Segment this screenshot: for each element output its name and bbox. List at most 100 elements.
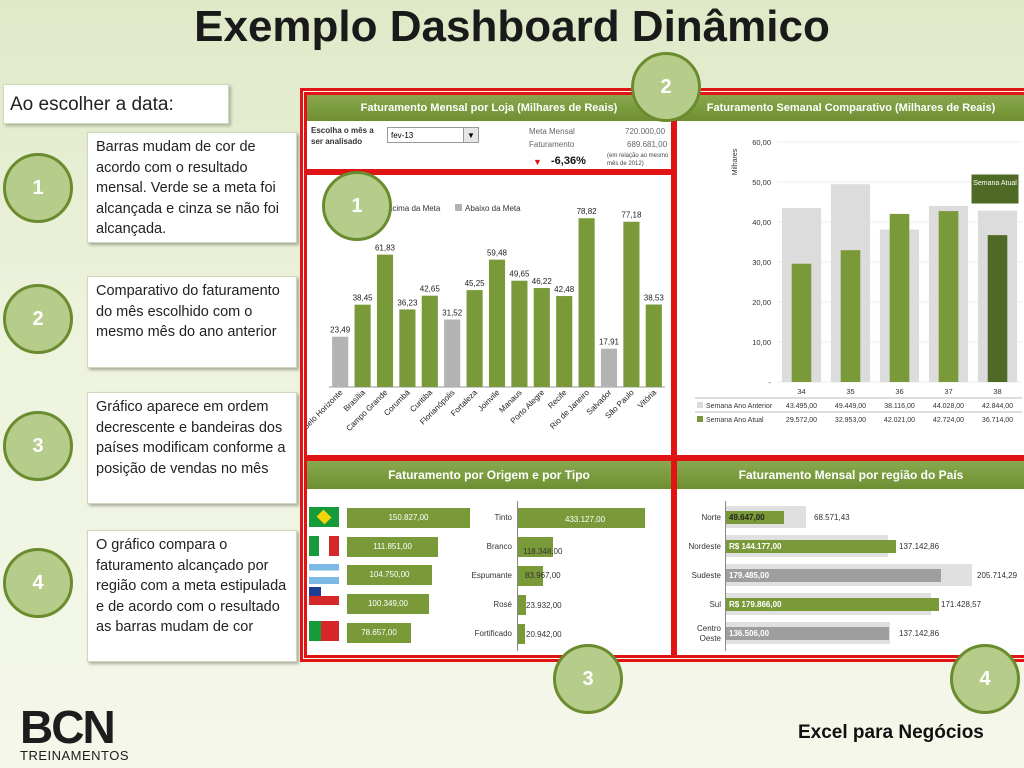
regiao-axis <box>725 501 726 651</box>
loja-bar <box>578 218 595 387</box>
loja-bar-label: 78,82 <box>577 207 598 216</box>
origem-bar-4: 100.349,00 <box>347 594 429 614</box>
loja-bar-label: 77,18 <box>621 211 642 220</box>
tipo-label-2: Branco <box>486 542 512 551</box>
semanal-ytick: - <box>769 378 772 387</box>
tipo-bar-4 <box>518 595 526 615</box>
loja-category-label: Belo Horizonte <box>307 388 345 432</box>
tipo-axis <box>517 501 518 651</box>
origem-bar-2: 111.851,00 <box>347 537 438 557</box>
loja-header: Faturamento Mensal por Loja (Milhares de… <box>307 95 671 121</box>
flag-brazil-icon <box>309 507 339 527</box>
regiao-value-2: R$ 144.177,00 <box>729 542 782 551</box>
semanal-category-label: 38 <box>993 387 1001 396</box>
semanal-row1-value: 42.844,00 <box>982 403 1013 410</box>
semanal-row1-value: 44.028,00 <box>933 403 964 410</box>
regiao-value-1: 49.647,00 <box>729 513 765 522</box>
origem-bar-3: 104.750,00 <box>347 565 432 585</box>
semanal-curr-bar <box>938 211 959 382</box>
loja-bar <box>332 336 349 387</box>
regiao-panel: Faturamento Mensal por região do País No… <box>674 458 1024 658</box>
loja-bar <box>399 309 416 387</box>
badge-2: 2 <box>3 284 73 354</box>
bcn-logo-sub: TREINAMENTOS <box>20 748 130 763</box>
loja-bar <box>600 348 618 387</box>
regiao-value-4: R$ 179.866,00 <box>729 600 782 609</box>
loja-bar-label: 36,23 <box>397 298 418 307</box>
down-triangle-icon: ▼ <box>533 157 542 167</box>
legend-below-label: Abaixo da Meta <box>465 204 521 213</box>
marker-3: 3 <box>553 644 623 714</box>
loja-bar <box>444 319 461 387</box>
semanal-ytick: 10,00 <box>752 338 771 347</box>
loja-bar-label: 38,53 <box>644 294 665 303</box>
loja-bar <box>488 259 506 387</box>
marker-4: 4 <box>950 644 1020 714</box>
loja-bar <box>533 288 550 387</box>
regiao-value-5: 136.506,00 <box>729 629 770 638</box>
semanal-ytick: 20,00 <box>752 298 771 307</box>
loja-bar-label: 42,65 <box>420 285 441 294</box>
loja-bar <box>645 304 662 387</box>
semanal-row2-value: 42.724,00 <box>933 417 964 424</box>
loja-bar-label: 59,48 <box>487 249 508 258</box>
meta-label: Meta Mensal <box>529 127 575 136</box>
note-1: Barras mudam de cor de acordo com o resu… <box>87 132 297 243</box>
regiao-bar-3 <box>726 569 941 582</box>
semanal-row1-value: 43.495,00 <box>786 403 817 410</box>
semanal-ytick: 30,00 <box>752 258 771 267</box>
regiao-label-1: Norte <box>701 513 721 522</box>
regiao-meta-5: 137.142,86 <box>899 629 940 638</box>
tipo-value-3: 83.967,00 <box>525 571 561 580</box>
badge-1: 1 <box>3 153 73 223</box>
month-select-value: fev-13 <box>391 131 414 140</box>
tipo-value-1: 433.127,00 <box>565 515 606 524</box>
loja-bar-label: 17,91 <box>599 338 620 347</box>
loja-bar-label: 31,52 <box>442 309 463 318</box>
loja-bar-label: 23,49 <box>330 326 351 335</box>
marker-2: 2 <box>631 52 701 122</box>
loja-bar-label: 38,45 <box>353 294 374 303</box>
loja-bar <box>376 254 394 387</box>
tipo-bar-2 <box>518 537 553 557</box>
semanal-category-label: 36 <box>895 387 903 396</box>
loja-bar-label: 46,22 <box>532 277 553 286</box>
loja-bar-label: 49,65 <box>509 270 530 279</box>
regiao-bar-1 <box>726 511 784 524</box>
semanal-row2-value: 32.953,00 <box>835 417 866 424</box>
month-select[interactable]: fev-13 ▼ <box>387 127 479 143</box>
faturamento-value: 689.681,00 <box>627 140 668 149</box>
tagline: Excel para Negócios <box>798 722 984 743</box>
semanal-chart: Milhares - 10,00 20,00 30,00 40,00 50,00 60,00 3… <box>695 138 1022 424</box>
loja-bar-label: 61,83 <box>375 244 396 253</box>
semanal-row2-swatch <box>697 416 703 422</box>
origem-header: Faturamento por Origem e por Tipo <box>307 461 671 489</box>
note-4: O gráfico compara o faturamento alcançad… <box>87 530 297 662</box>
tipo-value-2: 118.348,00 <box>523 547 563 556</box>
semanal-ytick: 40,00 <box>752 218 771 227</box>
tipo-label-3: Espumante <box>471 571 512 580</box>
semanal-row2-value: 42.021,00 <box>884 417 915 424</box>
semanal-row1-value: 38.116,00 <box>884 403 915 410</box>
flag-portugal-icon <box>309 621 339 641</box>
note-3: Gráfico aparece em ordem decrescente e b… <box>87 392 297 504</box>
regiao-meta-4: 171.428,57 <box>941 600 982 609</box>
tipo-label-4: Rosé <box>493 600 512 609</box>
variation-value: -6,36% <box>551 155 586 167</box>
current-week-label: Semana Atual <box>973 180 1017 187</box>
semanal-header: Faturamento Semanal Comparativo (Milhare… <box>677 95 1024 121</box>
faturamento-label: Faturamento <box>529 140 575 149</box>
tipo-label-1: Tinto <box>494 513 513 522</box>
semanal-row1-label: Semana Ano Anterior <box>706 403 773 410</box>
tipo-bar-5 <box>518 624 525 644</box>
chevron-down-icon[interactable]: ▼ <box>463 128 478 142</box>
regiao-meta-1: 68.571,43 <box>814 513 850 522</box>
badge-3: 3 <box>3 411 73 481</box>
loja-category-label: Vitória <box>636 388 659 411</box>
intro-label: Ao escolher a data: <box>3 84 229 124</box>
loja-bar <box>556 296 573 387</box>
regiao-label-2: Nordeste <box>688 542 721 551</box>
semanal-ytick: 60,00 <box>752 138 771 147</box>
badge-4: 4 <box>3 548 73 618</box>
origem-bar-1: 150.827,00 <box>347 508 470 528</box>
